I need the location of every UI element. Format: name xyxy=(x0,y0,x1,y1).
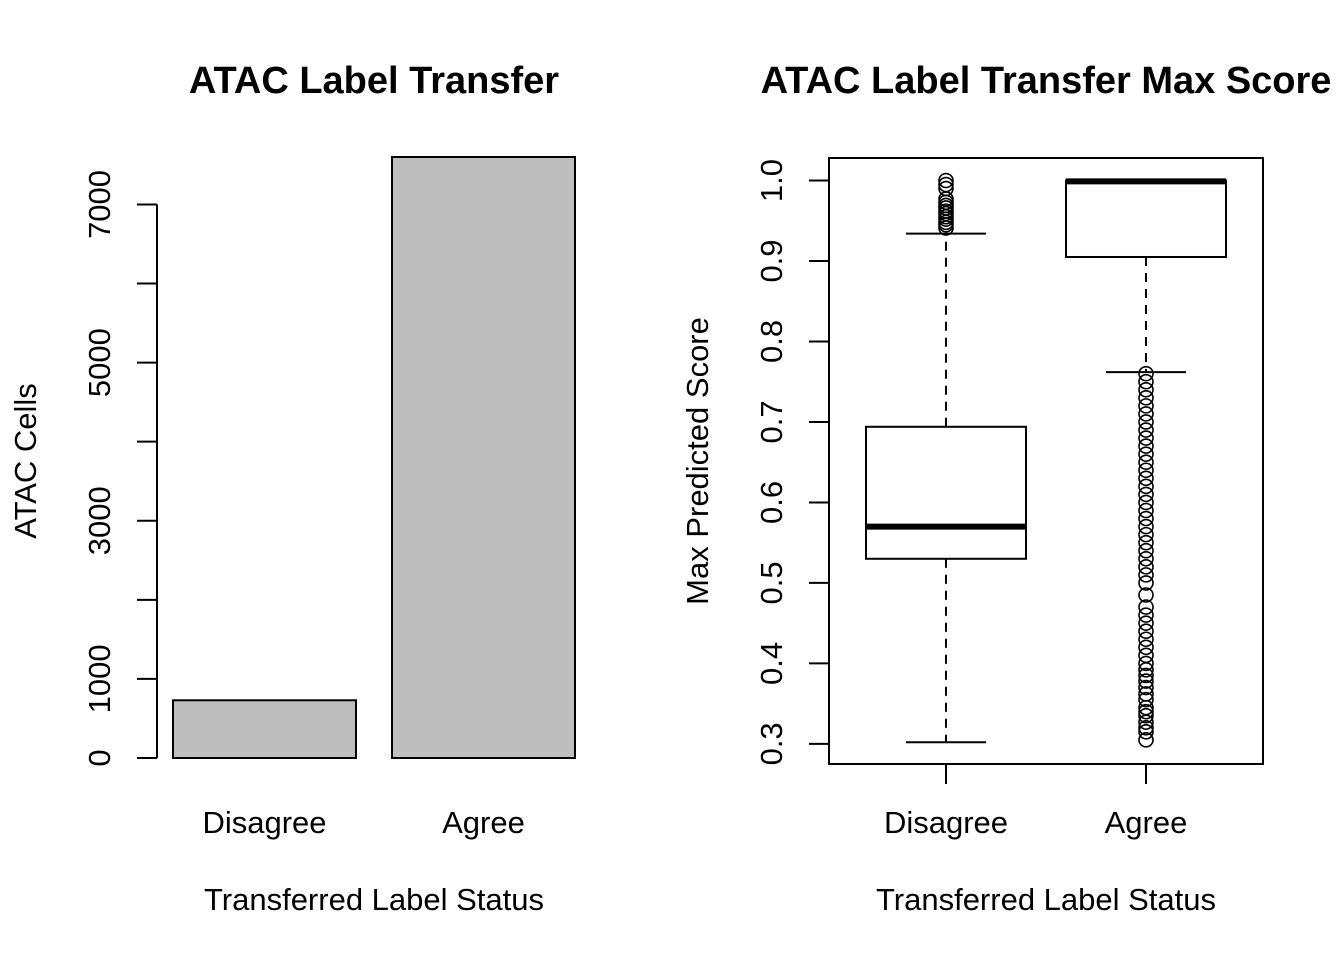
outlier-point xyxy=(1138,438,1154,454)
outlier-point xyxy=(1138,703,1154,720)
outlier-point xyxy=(1138,373,1154,390)
outlier-point xyxy=(1138,381,1154,398)
outlier-point xyxy=(1138,707,1154,724)
bar-category-label: Agree xyxy=(442,805,525,840)
outlier-point xyxy=(1138,623,1154,640)
outlier-point xyxy=(938,176,954,193)
outlier-point xyxy=(1138,587,1154,603)
outlier-point xyxy=(1138,686,1154,702)
outlier-point xyxy=(1138,679,1154,696)
bar-chart-category-labels: Disagree Agree xyxy=(202,805,524,840)
bar-y-tick-label: 5000 xyxy=(82,328,117,397)
box-plot-boxes xyxy=(865,172,1227,748)
bar-chart-y-axis-label: ATAC Cells xyxy=(8,383,43,539)
outlier-point xyxy=(1138,673,1154,689)
outlier-point xyxy=(1138,494,1154,511)
bar-y-tick-label: 7000 xyxy=(82,170,117,239)
bar-category-label: Disagree xyxy=(202,805,326,840)
outlier-point xyxy=(1138,647,1154,664)
outlier-point xyxy=(1138,732,1154,748)
outlier-point xyxy=(1138,518,1154,535)
bar-chart-title: ATAC Label Transfer xyxy=(189,60,559,102)
outlier-point xyxy=(1138,639,1154,656)
outlier-point xyxy=(938,180,954,197)
bar-y-tick-label: 1000 xyxy=(82,644,117,713)
bar-disagree xyxy=(172,699,357,759)
outlier-point xyxy=(1138,526,1154,543)
bar-y-tick-label: 3000 xyxy=(82,486,117,555)
bar-y-tick-label: 0 xyxy=(82,749,117,766)
box-y-tick-label: 0.7 xyxy=(754,400,789,443)
outlier-point xyxy=(1138,607,1154,623)
interquartile-box xyxy=(865,425,1027,560)
bar-chart-x-axis-label: Transferred Label Status xyxy=(204,882,544,917)
outlier-point xyxy=(1138,724,1154,740)
outlier-point xyxy=(1138,365,1154,382)
outlier-point xyxy=(1138,615,1154,631)
interquartile-box xyxy=(1065,179,1227,258)
outlier-point xyxy=(1138,422,1154,438)
box-y-tick-label: 1.0 xyxy=(754,159,789,202)
box-y-tick-label: 0.6 xyxy=(754,481,789,524)
outlier-point xyxy=(1138,478,1154,495)
outlier-point xyxy=(1138,575,1154,591)
box-y-tick-label: 0.8 xyxy=(754,320,789,363)
bar-chart-bars xyxy=(172,156,576,759)
box-category-label: Agree xyxy=(1105,805,1188,840)
box-disagree xyxy=(865,172,1027,744)
outlier-point xyxy=(1138,446,1154,462)
box-y-tick-label: 0.3 xyxy=(754,722,789,765)
outlier-point xyxy=(1138,390,1154,406)
outlier-point xyxy=(1138,599,1154,615)
box-y-tick-label: 0.9 xyxy=(754,239,789,282)
box-plot-x-axis: Disagree Agree xyxy=(884,764,1187,840)
outlier-point xyxy=(1138,691,1154,708)
outlier-point xyxy=(1138,454,1154,471)
bar-chart-panel: ATAC Label Transfer Transferred Label St… xyxy=(8,60,576,917)
outlier-point xyxy=(1138,414,1154,430)
outlier-point xyxy=(1138,667,1154,684)
box-agree xyxy=(1065,178,1227,748)
outlier-point xyxy=(1138,430,1154,446)
bar-agree xyxy=(391,156,576,759)
bar-chart-y-axis: 0 1000 3000 5000 7000 xyxy=(82,170,158,767)
outlier-point xyxy=(1138,398,1154,414)
outlier-point xyxy=(1138,486,1154,503)
box-y-tick-label: 0.4 xyxy=(754,642,789,685)
outlier-point xyxy=(1138,470,1154,487)
outlier-point xyxy=(1138,559,1154,575)
box-plot-panel: ATAC Label Transfer Max Score Transferre… xyxy=(680,60,1331,917)
box-plot-y-axis: 0.3 0.4 0.5 0.6 0.7 0.8 0.9 1.0 xyxy=(754,159,830,765)
box-category-label: Disagree xyxy=(884,805,1008,840)
box-plot-y-axis-label: Max Predicted Score xyxy=(680,317,715,605)
box-y-tick-label: 0.5 xyxy=(754,561,789,604)
outlier-point xyxy=(1138,631,1154,648)
outlier-point xyxy=(1138,542,1154,559)
box-plot-title: ATAC Label Transfer Max Score xyxy=(761,60,1332,102)
outlier-point xyxy=(1138,567,1154,583)
box-plot-x-axis-label: Transferred Label Status xyxy=(876,882,1216,917)
outlier-point xyxy=(1138,510,1154,527)
outlier-point xyxy=(1138,655,1154,672)
outlier-point xyxy=(1138,719,1154,736)
outlier-point xyxy=(1138,550,1154,567)
outlier-point xyxy=(1138,534,1154,551)
outlier-point xyxy=(938,172,954,189)
outlier-point xyxy=(1138,462,1154,479)
outlier-point xyxy=(1138,502,1154,519)
outlier-point xyxy=(1138,406,1154,422)
